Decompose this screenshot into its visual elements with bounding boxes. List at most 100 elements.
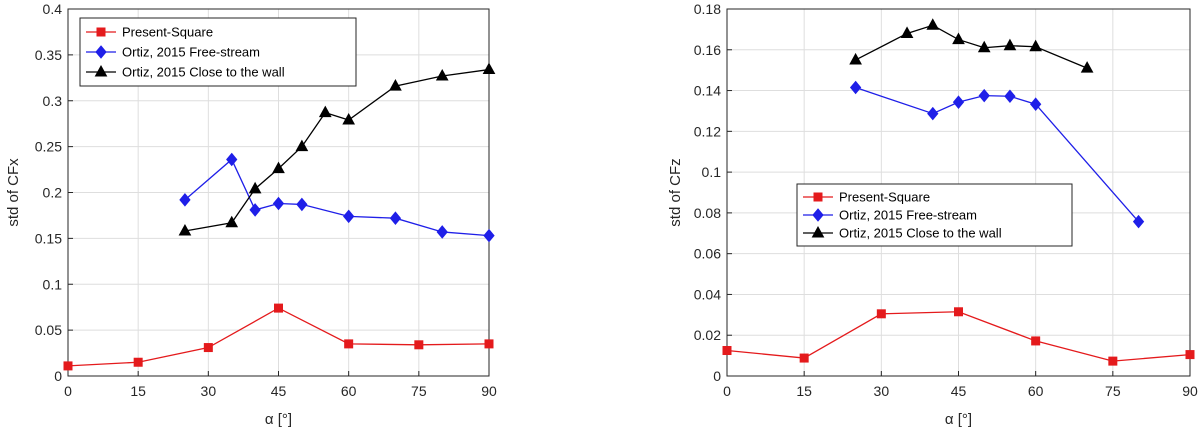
y-tick-label: 0.08	[694, 205, 721, 221]
data-point	[900, 26, 914, 38]
x-tick-label: 0	[64, 383, 72, 399]
x-tick-label: 30	[874, 383, 890, 399]
data-point	[225, 215, 239, 228]
legend-box	[79, 17, 357, 87]
data-point	[63, 361, 73, 371]
x-tick-label: 90	[1182, 383, 1198, 399]
series-diamond	[849, 80, 1145, 229]
data-point	[1031, 336, 1041, 346]
legend-label: Ortiz, 2015 Free-stream	[839, 208, 977, 223]
x-tick-label: 30	[201, 383, 217, 399]
y-tick-label: 0.35	[35, 47, 62, 63]
data-point	[133, 357, 143, 367]
data-point	[389, 211, 402, 225]
series-diamond	[179, 152, 495, 243]
legend-label: Ortiz, 2015 Free-stream	[122, 45, 260, 60]
series-line	[184, 68, 490, 232]
data-point	[1004, 89, 1016, 104]
data-point	[414, 340, 424, 350]
data-point	[1132, 214, 1145, 229]
data-point	[203, 343, 213, 353]
data-point	[952, 32, 965, 45]
y-tick-label: 0.02	[694, 327, 721, 343]
y-tick-label: 0.2	[43, 185, 63, 201]
data-point	[926, 18, 940, 30]
y-tick-label: 0.12	[694, 123, 721, 139]
x-tick-label: 75	[1105, 383, 1121, 399]
y-tick-label: 0.06	[694, 246, 721, 262]
y-tick-label: 0.14	[694, 83, 721, 99]
data-point	[272, 161, 285, 174]
x-tick-label: 45	[271, 383, 287, 399]
x-tick-label: 60	[1028, 383, 1044, 399]
data-point	[295, 139, 309, 152]
data-point	[389, 79, 402, 91]
data-point	[977, 40, 991, 53]
legend-marker	[811, 225, 825, 238]
data-point	[483, 228, 495, 243]
series-square	[722, 307, 1195, 366]
x-tick-label: 15	[130, 383, 146, 399]
data-point	[849, 80, 862, 95]
y-tick-label: 0.15	[35, 230, 62, 246]
data-point	[178, 223, 192, 236]
data-point	[435, 68, 449, 81]
legend-marker	[812, 208, 824, 222]
y-tick-label: 0.04	[694, 286, 721, 302]
series-triangle	[849, 18, 1094, 73]
y-tick-label: 0.18	[694, 1, 721, 17]
x-tick-label: 0	[723, 383, 731, 399]
data-point	[248, 181, 262, 194]
data-point	[1080, 61, 1094, 73]
x-axis-label: α [°]	[265, 411, 292, 428]
y-axis-label: std of CFx	[5, 158, 22, 227]
series-triangle	[178, 62, 496, 236]
x-axis-label: α [°]	[945, 411, 972, 428]
x-tick-label: 45	[951, 383, 967, 399]
legend-label: Ortiz, 2015 Close to the wall	[839, 226, 1002, 241]
legend-marker	[95, 45, 107, 59]
y-tick-label: 0.1	[702, 164, 722, 180]
grid	[67, 8, 490, 377]
data-point	[1029, 39, 1043, 52]
data-point	[226, 152, 238, 167]
data-point	[876, 309, 886, 319]
legend-marker	[813, 192, 823, 202]
data-point	[799, 353, 809, 363]
data-point	[1030, 97, 1042, 111]
x-tick-label: 90	[481, 383, 497, 399]
legend-label: Present-Square	[122, 25, 213, 40]
y-tick-label: 0.05	[35, 322, 62, 338]
data-point	[318, 105, 332, 118]
data-point	[927, 106, 939, 121]
data-point	[344, 339, 354, 349]
legend-marker	[94, 64, 108, 77]
data-point	[978, 88, 990, 103]
data-point	[849, 52, 862, 65]
y-tick-label: 0.3	[43, 93, 63, 109]
y-tick-label: 0.16	[694, 42, 721, 58]
legend-label: Ortiz, 2015 Close to the wall	[122, 65, 285, 80]
data-point	[482, 62, 496, 75]
data-point	[1003, 38, 1017, 51]
data-point	[1108, 356, 1118, 366]
data-point	[249, 203, 261, 217]
legend-box	[796, 183, 1073, 247]
data-point	[296, 197, 308, 212]
x-tick-label: 60	[341, 383, 357, 399]
y-axis-label: std of CFz	[667, 158, 684, 226]
data-point	[274, 303, 283, 313]
data-point	[343, 209, 355, 224]
y-tick-label: 0.25	[35, 139, 62, 155]
x-tick-label: 75	[411, 383, 427, 399]
data-point	[1185, 350, 1195, 360]
chart-1: 0 15 30 45 60 75 90 0 0.05 0.1 0.15 0.2 0.25 0.3 0.35 0…	[5, 1, 497, 428]
data-point	[954, 307, 963, 317]
data-point	[484, 339, 494, 349]
data-point	[179, 193, 191, 207]
y-tick-label: 0	[54, 368, 62, 384]
data-point	[722, 346, 732, 356]
series-line	[855, 24, 1088, 69]
